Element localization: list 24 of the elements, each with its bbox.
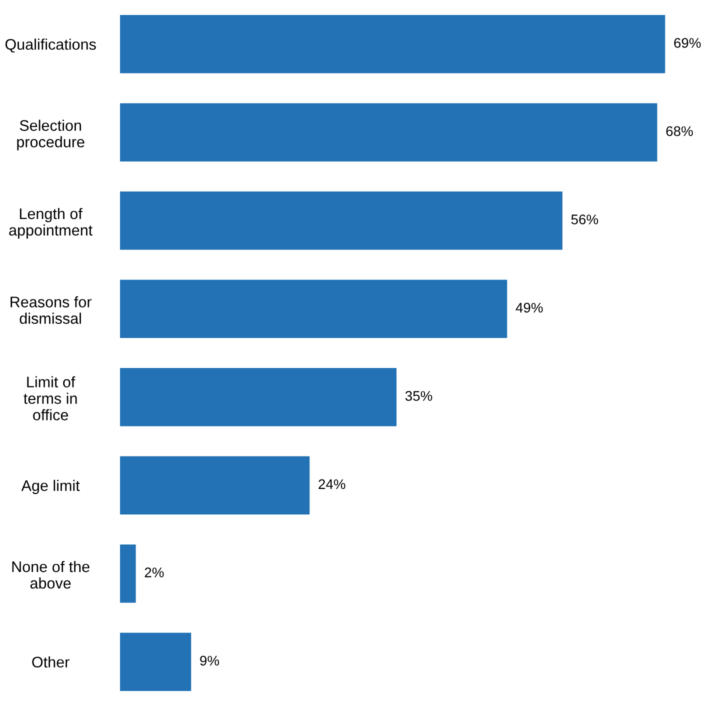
bar [120, 192, 562, 250]
data-label: 2% [144, 568, 164, 578]
y-tick-label: Reasons for dismissal [10, 296, 92, 324]
bar [120, 15, 666, 74]
bar [120, 544, 136, 603]
data-label: 69% [674, 38, 701, 48]
y-tick-label: Length of appointment [9, 208, 93, 239]
y-tick-label: Limit of terms in office [24, 376, 77, 420]
data-label: 49% [516, 302, 543, 313]
data-label: 9% [200, 656, 220, 666]
y-tick-label: Other [32, 656, 70, 668]
data-label: 56% [571, 214, 598, 224]
y-tick-label: Age limit [21, 480, 80, 494]
y-tick-label: Selection procedure [17, 120, 84, 150]
data-label: 24% [318, 479, 346, 490]
bar [120, 280, 508, 338]
bar [120, 103, 658, 162]
bar [120, 632, 192, 691]
data-label: 35% [405, 391, 432, 401]
y-tick-label: Qualifications [5, 38, 96, 53]
data-label: 68% [666, 126, 693, 136]
bar [120, 368, 397, 426]
y-tick-label: None of the above [12, 560, 90, 589]
bar [120, 456, 310, 514]
